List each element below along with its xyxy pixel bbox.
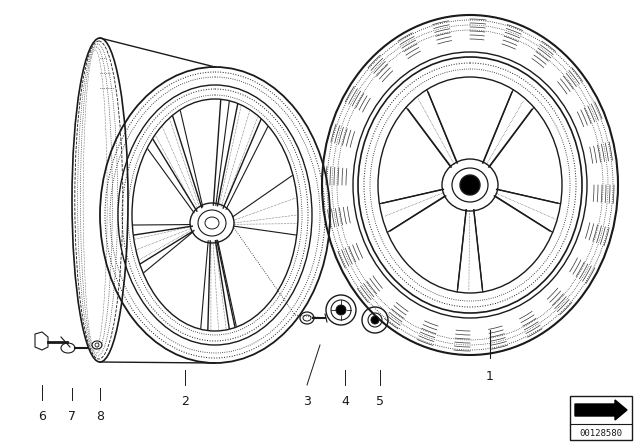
Text: 4: 4	[341, 395, 349, 408]
Circle shape	[336, 305, 346, 315]
Text: 8: 8	[96, 410, 104, 423]
Polygon shape	[575, 400, 627, 420]
Circle shape	[371, 316, 379, 324]
Text: 2: 2	[181, 395, 189, 408]
Bar	[570, 396, 632, 440]
Text: 3: 3	[303, 395, 311, 408]
Text: 1: 1	[486, 370, 494, 383]
Text: 00128580: 00128580	[579, 429, 623, 438]
Text: 7: 7	[68, 410, 76, 423]
Text: 6: 6	[38, 410, 46, 423]
Circle shape	[460, 175, 480, 195]
Polygon shape	[35, 332, 48, 350]
Text: 5: 5	[376, 395, 384, 408]
